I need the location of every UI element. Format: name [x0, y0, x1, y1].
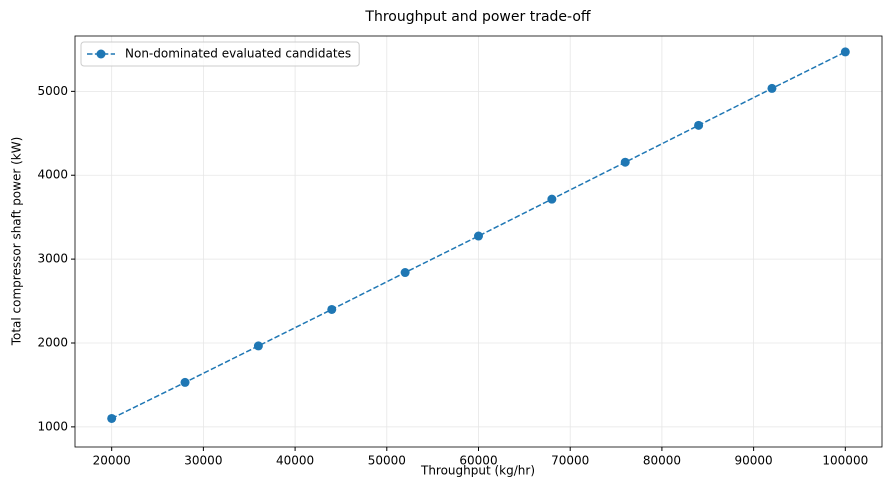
x-tick-label: 20000 — [93, 454, 131, 468]
y-tick-label: 3000 — [37, 252, 68, 266]
y-axis-label: Total compressor shaft power (kW) — [10, 137, 24, 347]
point — [474, 231, 483, 241]
legend-box — [80, 41, 360, 67]
x-tick-label: 50000 — [368, 454, 406, 468]
x-axis-label: Throughput (kg/hr) — [420, 464, 535, 478]
x-tick-label: 100000 — [822, 454, 868, 468]
x-tick-label: 40000 — [276, 454, 314, 468]
x-tick-label: 80000 — [643, 454, 681, 468]
chart-title: Throughput and power trade-off — [364, 9, 590, 25]
point — [767, 83, 777, 93]
y-tick-label: 1000 — [37, 419, 68, 433]
point — [840, 47, 850, 57]
series-line — [111, 51, 846, 420]
point — [107, 413, 117, 423]
x-tick-label: 90000 — [735, 454, 773, 468]
point — [547, 194, 557, 204]
legend-label: Non-dominated evaluated candidates — [125, 47, 351, 61]
point — [327, 304, 337, 314]
plot-frame — [74, 35, 883, 448]
point — [180, 377, 190, 387]
point — [253, 341, 263, 351]
x-tick-label: 70000 — [551, 454, 589, 468]
y-tick-label: 2000 — [37, 335, 68, 349]
x-tick-label: 30000 — [184, 454, 222, 468]
x-tick-label: 60000 — [459, 454, 497, 468]
y-tick-label: 4000 — [37, 168, 68, 182]
y-tick-label: 5000 — [37, 84, 68, 98]
legend-marker — [96, 49, 106, 59]
point — [620, 157, 630, 167]
point — [400, 268, 410, 278]
point — [694, 120, 704, 130]
